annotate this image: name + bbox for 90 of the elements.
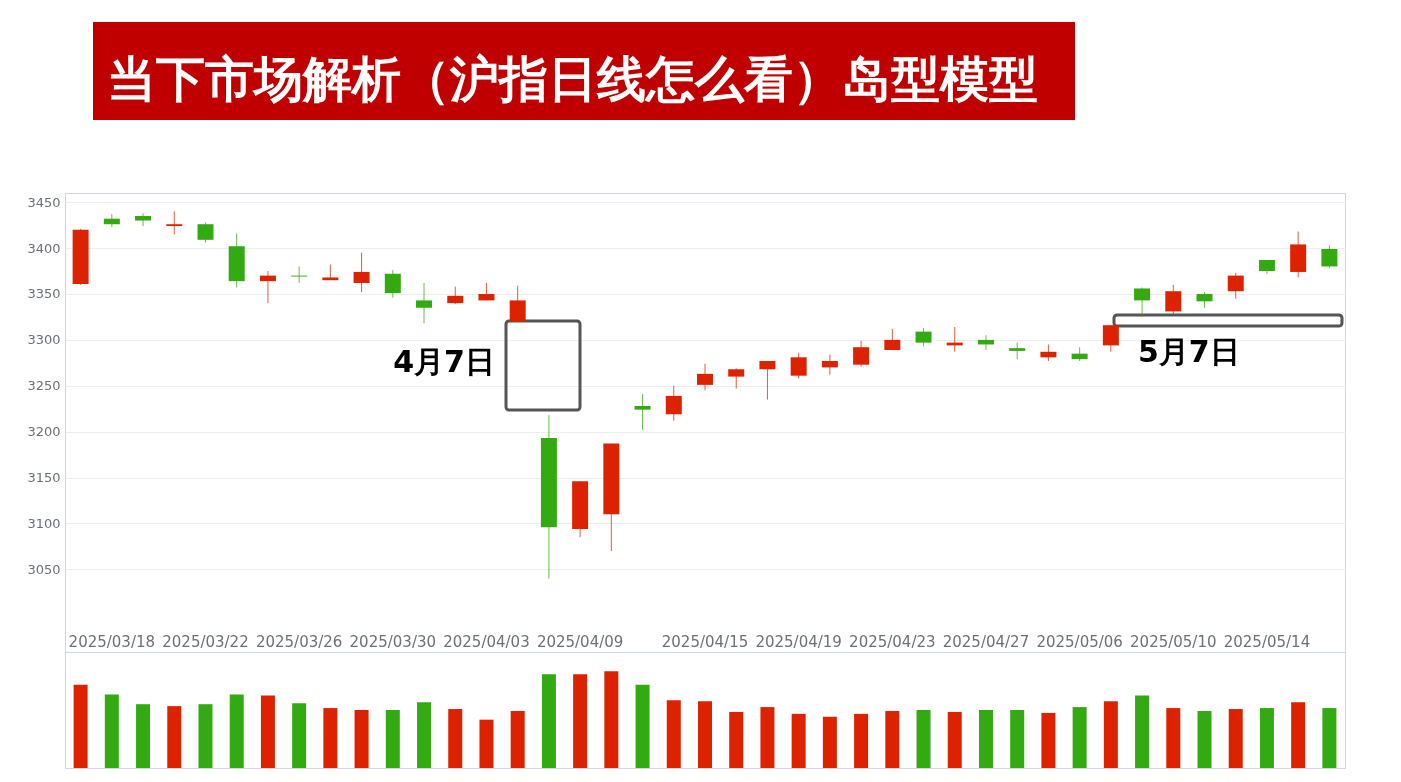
bar bbox=[916, 710, 931, 768]
candlestick bbox=[197, 221, 214, 244]
bar bbox=[854, 713, 869, 768]
x-tick-label: 2025/04/27 bbox=[942, 632, 1030, 651]
candlestick bbox=[1321, 244, 1338, 269]
x-tick-label: 2025/04/03 bbox=[443, 632, 530, 651]
bar bbox=[1166, 708, 1181, 768]
candlestick bbox=[135, 212, 152, 227]
bar bbox=[1259, 708, 1274, 768]
candlestick bbox=[384, 269, 401, 299]
bar bbox=[354, 710, 369, 768]
bar bbox=[573, 674, 588, 768]
x-tick-label: 2025/03/26 bbox=[255, 632, 343, 651]
candlestick bbox=[915, 327, 932, 347]
bar bbox=[885, 710, 900, 768]
y-tick-label: 3050 bbox=[27, 561, 61, 577]
x-tick-label: 2025/04/19 bbox=[755, 632, 842, 651]
bar bbox=[760, 707, 775, 768]
y-tick-label: 3400 bbox=[27, 240, 61, 256]
candlestick bbox=[759, 360, 776, 401]
bar bbox=[1103, 701, 1118, 768]
chart-title: 当下市场解析（沪指日线怎么看）岛型模型 bbox=[107, 51, 1038, 108]
candlestick bbox=[1165, 284, 1182, 315]
bar bbox=[666, 700, 681, 768]
candlestick bbox=[509, 285, 526, 323]
x-tick-label: 2025/03/18 bbox=[68, 632, 156, 651]
bar bbox=[385, 710, 400, 768]
bar bbox=[229, 694, 244, 768]
bar bbox=[260, 695, 275, 768]
y-tick-label: 3100 bbox=[27, 515, 61, 531]
x-tick-label: 2025/05/14 bbox=[1223, 632, 1311, 651]
bar bbox=[292, 703, 307, 768]
bar bbox=[104, 694, 119, 768]
annotation: 5月7日 bbox=[1138, 334, 1240, 369]
bar bbox=[947, 711, 962, 768]
x-tick-label: 2025/05/10 bbox=[1130, 632, 1217, 651]
candlestick bbox=[291, 265, 308, 284]
candlestick bbox=[166, 210, 183, 235]
candlestick bbox=[416, 282, 433, 324]
x-tick-label: 2025/03/22 bbox=[162, 632, 249, 651]
bar bbox=[822, 716, 837, 768]
y-tick-label: 3350 bbox=[27, 286, 61, 302]
bar bbox=[479, 719, 494, 768]
y-tick-label: 3300 bbox=[27, 332, 61, 348]
candlestick bbox=[634, 393, 651, 431]
x-tick-label: 2025/05/06 bbox=[1036, 632, 1123, 651]
bar bbox=[1010, 710, 1025, 768]
y-tick-label: 3200 bbox=[27, 424, 61, 440]
candlestick bbox=[821, 354, 838, 376]
bar bbox=[1197, 710, 1212, 768]
bar bbox=[1291, 702, 1306, 768]
bar bbox=[510, 710, 525, 768]
candlestick bbox=[884, 328, 901, 351]
annotation: 4月7日 bbox=[393, 344, 495, 379]
bar bbox=[1322, 708, 1337, 768]
x-tick-label: 2025/03/30 bbox=[349, 632, 437, 651]
y-tick-label: 3250 bbox=[27, 378, 61, 394]
bar bbox=[1072, 707, 1087, 768]
candlestick bbox=[697, 363, 713, 391]
bar bbox=[604, 671, 619, 768]
candlestick bbox=[853, 340, 870, 367]
bar bbox=[791, 713, 806, 768]
bar bbox=[167, 706, 182, 768]
candlestick bbox=[1227, 272, 1244, 300]
bar bbox=[698, 701, 712, 768]
y-tick-label: 3450 bbox=[27, 194, 61, 210]
candlestick bbox=[1134, 287, 1151, 318]
candlestick bbox=[665, 385, 682, 422]
bar bbox=[729, 711, 744, 768]
candlestick bbox=[259, 270, 276, 304]
bar bbox=[323, 708, 338, 768]
bar bbox=[1135, 695, 1150, 768]
x-tick-label: 2025/04/09 bbox=[536, 632, 624, 651]
bar bbox=[198, 704, 213, 768]
x-tick-label: 2025/04/23 bbox=[849, 632, 936, 651]
bar bbox=[541, 674, 556, 768]
bar bbox=[73, 684, 88, 768]
bar bbox=[448, 709, 463, 768]
candlestick bbox=[790, 352, 807, 379]
bar bbox=[1041, 712, 1056, 768]
bar bbox=[978, 710, 993, 768]
y-tick-label: 3150 bbox=[27, 470, 61, 486]
candlestick bbox=[1102, 324, 1119, 353]
x-tick-label: 2025/04/15 bbox=[661, 632, 749, 651]
bar bbox=[417, 702, 432, 768]
bar bbox=[635, 684, 650, 768]
candlestick bbox=[728, 367, 745, 390]
bar bbox=[1228, 709, 1243, 768]
bar bbox=[136, 704, 151, 768]
candlestick bbox=[353, 252, 370, 293]
